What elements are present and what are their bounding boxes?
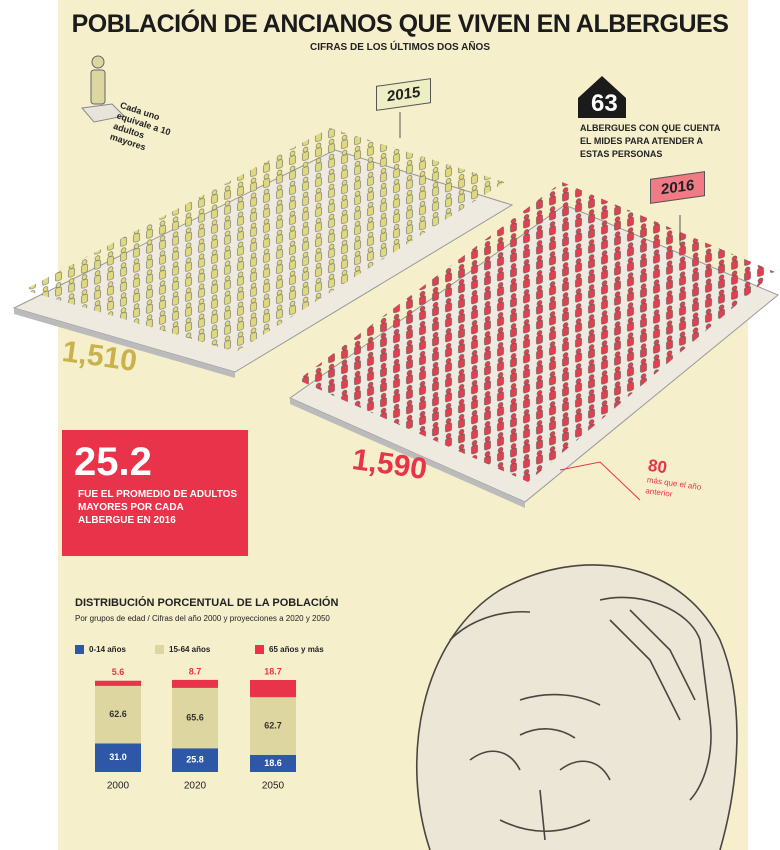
legend-label: 15-64 años (169, 645, 211, 654)
chart-subtitle: Por grupos de edad / Cifras del año 2000… (75, 614, 330, 623)
value-label: 65.6 (186, 712, 204, 722)
value-label: 8.7 (189, 666, 202, 676)
value-label: 18.7 (264, 666, 282, 676)
infographic: 0-14 años 15-64 años 65 años y más 31.0 62.6… (0, 0, 780, 850)
legend-swatch (255, 645, 264, 654)
shelters-number: 63 (591, 90, 618, 118)
legend-label: 65 años y más (269, 645, 324, 654)
title: POBLACIÓN DE ANCIANOS QUE VIVEN EN ALBER… (60, 10, 740, 39)
legend-swatch (75, 645, 84, 654)
x-tick-label: 2050 (262, 781, 285, 792)
chart-title: DISTRIBUCIÓN PORCENTUAL DE LA POBLACIÓN (75, 597, 338, 609)
legend-label: 0-14 años (89, 645, 126, 654)
legend-swatch (155, 645, 164, 654)
subtitle: CIFRAS DE LOS ÚLTIMOS DOS AÑOS (60, 42, 740, 53)
x-tick-label: 2000 (107, 781, 130, 792)
bar-segment (250, 680, 296, 697)
unit-icon (91, 70, 105, 104)
value-label: 62.7 (264, 720, 282, 730)
value-label: 18.6 (264, 758, 282, 768)
shelters-text: ALBERGUES CON QUE CUENTA EL MIDES PARA A… (580, 122, 720, 161)
bar-segment (95, 681, 141, 686)
average-number: 25.2 (74, 440, 152, 485)
x-tick-label: 2020 (184, 781, 207, 792)
value-label: 31.0 (109, 752, 127, 762)
value-label: 62.6 (109, 709, 127, 719)
value-label: 5.6 (112, 667, 125, 677)
bar-segment (172, 680, 218, 688)
value-label: 25.8 (186, 755, 204, 765)
unit-icon (92, 56, 104, 68)
average-text: FUE EL PROMEDIO DE ADULTOS MAYORES POR C… (78, 488, 238, 527)
